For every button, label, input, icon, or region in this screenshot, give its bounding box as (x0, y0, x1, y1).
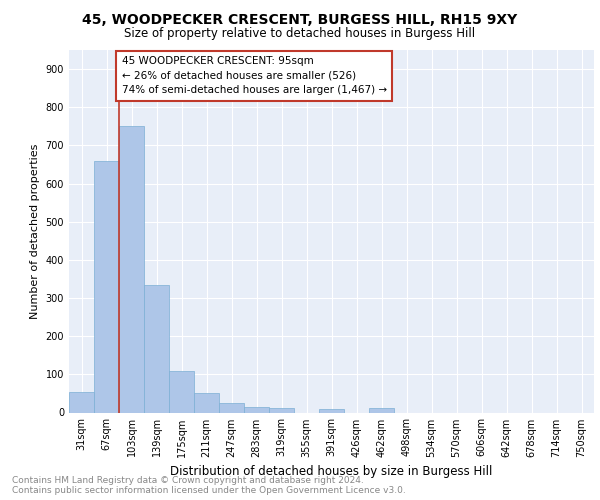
Bar (144, 284, 169, 412)
Bar (219, 403, 244, 412)
Text: 45, WOODPECKER CRESCENT, BURGESS HILL, RH15 9XY: 45, WOODPECKER CRESCENT, BURGESS HILL, R… (82, 12, 518, 26)
Bar (169, 370, 194, 412)
Bar (69, 392, 94, 412)
Text: 45 WOODPECKER CRESCENT: 95sqm
← 26% of detached houses are smaller (526)
74% of : 45 WOODPECKER CRESCENT: 95sqm ← 26% of d… (121, 56, 386, 96)
Y-axis label: Number of detached properties: Number of detached properties (30, 144, 40, 319)
Text: Contains HM Land Registry data © Crown copyright and database right 2024.
Contai: Contains HM Land Registry data © Crown c… (12, 476, 406, 495)
Bar (119, 126, 144, 412)
Bar (94, 160, 119, 412)
Bar (369, 408, 394, 412)
Bar (319, 410, 344, 412)
Bar (269, 408, 294, 412)
X-axis label: Distribution of detached houses by size in Burgess Hill: Distribution of detached houses by size … (170, 465, 493, 478)
Bar (194, 392, 219, 412)
Bar (244, 407, 269, 412)
Text: Size of property relative to detached houses in Burgess Hill: Size of property relative to detached ho… (124, 28, 476, 40)
